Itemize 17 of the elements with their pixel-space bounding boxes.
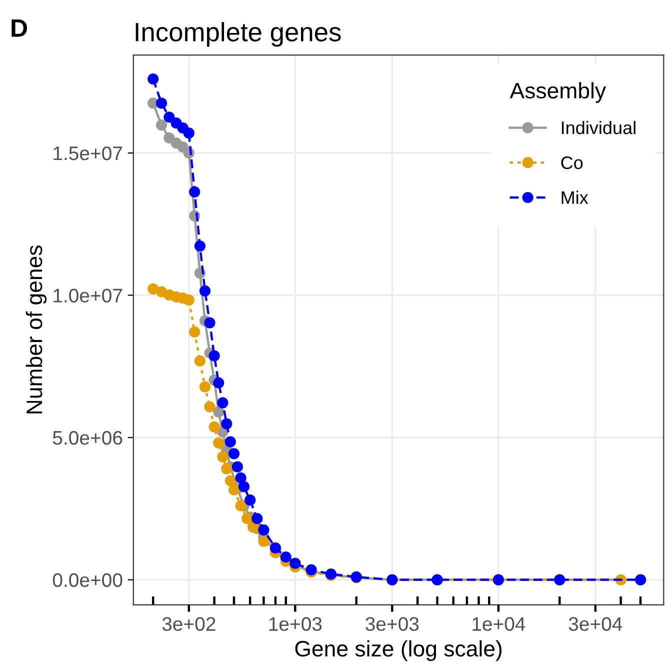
x-tick-label: 1e+04 [472, 617, 526, 631]
text: D [12, 20, 28, 37]
legend-label: Mix [562, 190, 588, 204]
y-axis-title: Number of genes [26, 246, 47, 414]
y-tick-label: 0.0e+00 [52, 573, 122, 587]
x-axis-title: Gene size (log scale) [295, 640, 502, 661]
x-tick-label: 3e+03 [366, 617, 419, 631]
legend-label: Co [561, 156, 583, 170]
y-tick-label: 1.5e+07 [54, 146, 122, 160]
x-tick-label: 1e+03 [269, 617, 322, 631]
y-tick-label: 1.0e+07 [54, 288, 122, 302]
y-tick-label: 5.0e+06 [52, 430, 122, 445]
legend-label: Individual [562, 120, 636, 134]
x-tick-label: 3e+02 [162, 617, 216, 631]
x-tick-label: 3e+04 [568, 617, 622, 631]
chart-title: Incomplete genes [136, 22, 341, 47]
legend-title: Assembly [510, 82, 606, 103]
